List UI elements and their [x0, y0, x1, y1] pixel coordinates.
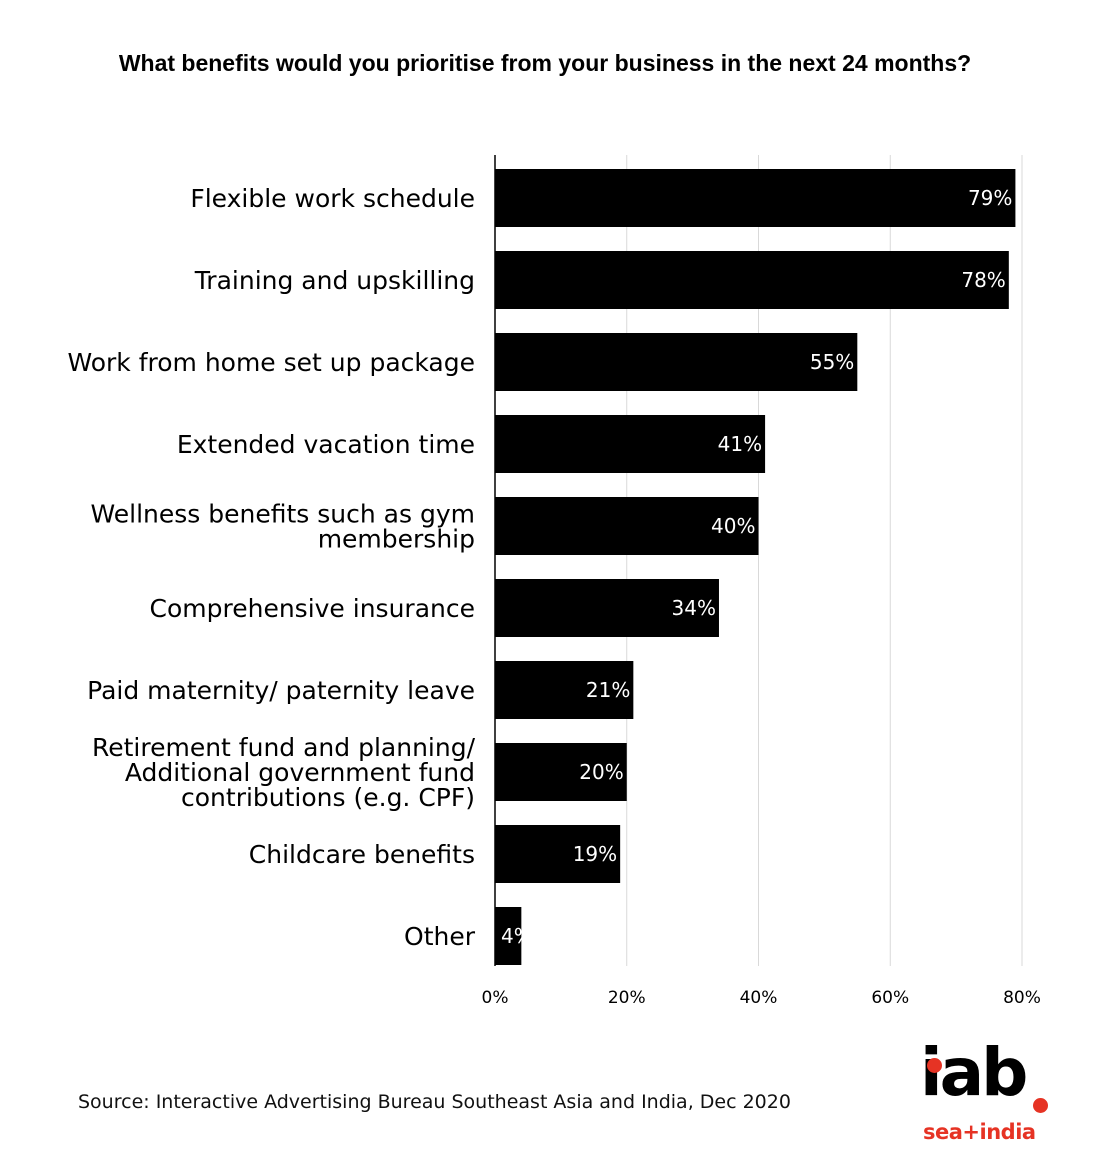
x-tick-label: 40% [740, 988, 778, 1008]
bar [495, 415, 766, 473]
category-label-line: Training and upskilling [194, 266, 475, 295]
data-label: 55% [810, 350, 854, 374]
category-label: Training and upskilling [194, 266, 475, 295]
x-tick-label: 0% [482, 988, 509, 1008]
category-label: Childcare benefits [249, 840, 475, 869]
category-label-line: Work from home set up package [67, 348, 475, 377]
bar [495, 579, 719, 637]
data-label: 34% [672, 596, 716, 620]
data-label: 20% [579, 760, 623, 784]
category-label: Wellness benefits such as gym membership [91, 500, 475, 554]
bar [495, 907, 522, 965]
logo-subtext: sea+india [923, 1120, 1036, 1144]
category-label: Work from home set up package [67, 348, 475, 377]
category-label-line: Additional government fund [125, 758, 475, 787]
source-note: Source: Interactive Advertising Bureau S… [78, 1091, 791, 1113]
category-label: Flexible work schedule [190, 184, 475, 213]
category-label-line: Retirement fund and planning/ [92, 733, 476, 762]
category-label: Other [404, 922, 476, 951]
category-label: Paid maternity/ paternity leave [87, 676, 475, 705]
bars [495, 169, 1016, 965]
category-label-line: Paid maternity/ paternity leave [87, 676, 475, 705]
logo-period-dot [1033, 1098, 1048, 1113]
x-tick-label: 20% [608, 988, 646, 1008]
bar [495, 169, 1016, 227]
x-tick-label: 60% [871, 988, 909, 1008]
category-labels: Flexible work schedule Training and upski… [67, 184, 475, 951]
data-label: 19% [573, 842, 617, 866]
logo-i-dot [927, 1058, 942, 1073]
category-label-line: Extended vacation time [177, 430, 475, 459]
data-labels: 79% 78% 55% 41% 40% 34% 21% 20% 19% 4% [501, 186, 1012, 948]
category-label: Comprehensive insurance [150, 594, 475, 623]
logo-wordmark: iab [920, 1034, 1028, 1111]
x-axis-ticks: 0% 20% 40% 60% 80% [482, 988, 1041, 1008]
data-label: 40% [711, 514, 755, 538]
category-label-line: Flexible work schedule [190, 184, 475, 213]
data-label: 78% [961, 268, 1005, 292]
category-label-line: Childcare benefits [249, 840, 475, 869]
bar [495, 333, 858, 391]
data-label: 79% [968, 186, 1012, 210]
data-label: 21% [586, 678, 630, 702]
bar [495, 661, 634, 719]
data-label: 41% [718, 432, 762, 456]
bar [495, 497, 759, 555]
category-label-line: contributions (e.g. CPF) [181, 783, 475, 812]
bar [495, 251, 1009, 309]
category-label: Retirement fund and planning/Additional … [92, 733, 476, 812]
bar [495, 825, 621, 883]
category-label-line: Other [404, 922, 476, 951]
category-label-line: Comprehensive insurance [150, 594, 475, 623]
chart-title: What benefits would you prioritise from … [118, 50, 972, 76]
category-label-line: membership [318, 525, 475, 554]
category-label-line: Wellness benefits such as gym [91, 500, 475, 529]
iab-logo: iab sea+india [920, 1040, 1060, 1148]
bar [495, 743, 627, 801]
x-tick-label: 80% [1003, 988, 1041, 1008]
category-label: Extended vacation time [177, 430, 475, 459]
data-label: 4% [501, 924, 533, 948]
